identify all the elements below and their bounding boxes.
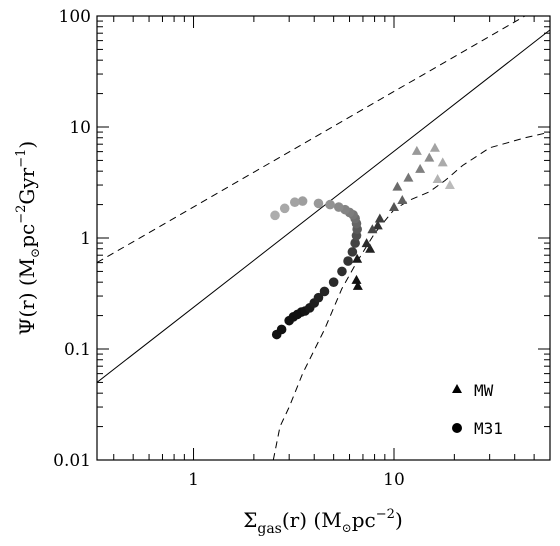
mw-point (389, 202, 400, 212)
dashed-line-1 (97, 16, 526, 264)
m31-point (333, 202, 344, 212)
tick-labels: 1 10 0.01 0.1 1 10 100 (53, 7, 405, 490)
m31-point (343, 256, 353, 266)
m31-point (279, 203, 290, 214)
mw-point (361, 238, 372, 248)
y-axis-label: Ψ(r) (M⊙pc−2Gyr−1) (14, 141, 42, 335)
mw-point (392, 181, 403, 191)
mw-point (403, 172, 414, 182)
legend-label-m31: M31 (474, 419, 503, 438)
m31-point (328, 277, 339, 287)
x-axis-label: Σgas(r) (M⊙pc−2) (243, 507, 403, 537)
m31-point (276, 324, 287, 335)
mw-point (365, 243, 376, 253)
m31-point (289, 197, 300, 208)
y-tick-label: 10 (69, 118, 91, 138)
y-tick-label: 0.1 (64, 340, 91, 360)
mw-point (432, 174, 443, 184)
data-points (270, 142, 455, 340)
mw-point (374, 213, 385, 223)
m31-point (270, 210, 280, 221)
mw-point (429, 142, 440, 152)
y-tick-label: 0.01 (53, 451, 91, 471)
x-tick-label: 10 (383, 470, 405, 490)
mw-point (424, 152, 435, 162)
mw-point (444, 180, 455, 190)
mw-point (352, 253, 363, 263)
mw-point (367, 224, 378, 234)
m31-point (325, 199, 335, 210)
x-tick-label: 1 (188, 470, 199, 490)
mw-point (397, 194, 408, 204)
legend-label-mw: MW (474, 381, 494, 400)
solid-line (97, 29, 550, 383)
mw-point (372, 220, 383, 230)
plot-area (96, 15, 551, 461)
m31-point (297, 196, 308, 206)
mw-point (415, 163, 426, 173)
m31-point (337, 266, 347, 277)
m31-point (347, 247, 358, 257)
mw-point (351, 274, 362, 284)
mw-point (352, 280, 363, 290)
legend-marker-mw (452, 384, 462, 393)
m31-point (313, 198, 324, 209)
m31-point (313, 292, 324, 303)
mw-point (437, 157, 448, 167)
y-tick-label: 100 (59, 7, 91, 27)
legend-marker-m31 (452, 423, 462, 433)
axis-ticks (97, 16, 551, 461)
mw-point (411, 145, 422, 155)
m31-point (319, 286, 330, 297)
m31-point (350, 238, 360, 248)
legend: MW M31 (452, 381, 503, 438)
y-tick-label: 1 (80, 229, 91, 249)
